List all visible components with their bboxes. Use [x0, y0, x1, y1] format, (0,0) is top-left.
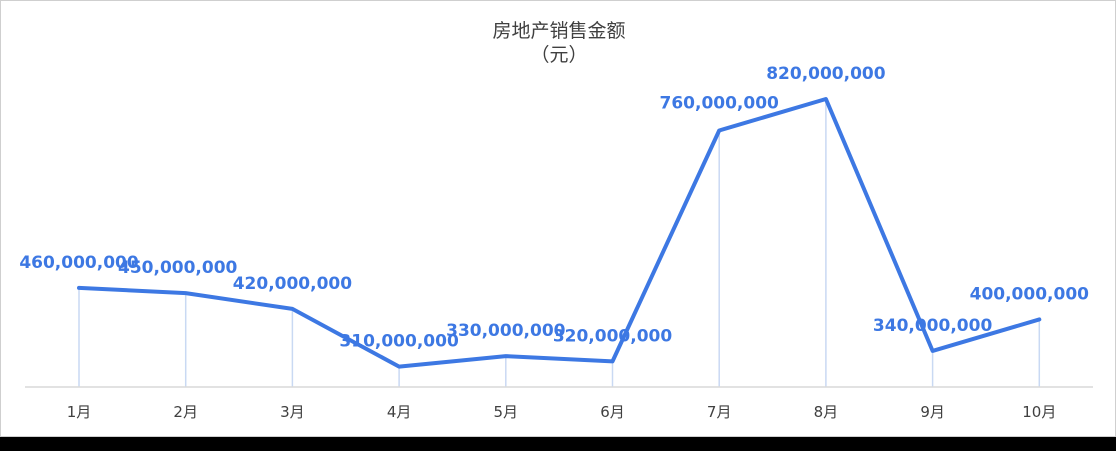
series-line — [77, 97, 1042, 369]
x-tick-label: 8月 — [814, 403, 839, 421]
x-tick-label: 5月 — [494, 403, 519, 421]
data-label: 310,000,000 — [339, 332, 459, 352]
x-tick-label: 4月 — [387, 403, 412, 421]
drop-lines — [78, 98, 1041, 387]
x-tick-label: 7月 — [707, 403, 732, 421]
data-label: 330,000,000 — [446, 321, 566, 341]
data-label: 460,000,000 — [19, 253, 139, 273]
x-tick-label: 9月 — [920, 403, 945, 421]
x-tick-label: 6月 — [600, 403, 625, 421]
data-label: 760,000,000 — [660, 93, 780, 113]
x-tick-label: 3月 — [280, 403, 305, 421]
data-label: 450,000,000 — [118, 258, 238, 278]
x-tick-label: 10月 — [1022, 403, 1056, 421]
data-label: 420,000,000 — [233, 274, 353, 294]
x-tick-label: 1月 — [67, 403, 92, 421]
data-label: 400,000,000 — [970, 284, 1090, 304]
chart-subtitle: （元） — [530, 44, 587, 66]
chart-title: 房地产销售金额 — [492, 20, 625, 42]
data-label: 820,000,000 — [766, 64, 886, 84]
data-label: 340,000,000 — [873, 316, 993, 336]
data-label: 320,000,000 — [553, 326, 673, 346]
x-tick-labels: 1月 2月 3月 4月 5月 6月 7月 8月 9月 10月 — [67, 403, 1057, 421]
x-tick-label: 2月 — [173, 403, 198, 421]
chart-card: 房地产销售金额 （元） 1月 2月 3月 4月 5月 6月 7月 8月 9月 10月 460,00… — [0, 0, 1116, 437]
line-chart: 房地产销售金额 （元） 1月 2月 3月 4月 5月 6月 7月 8月 9月 10月 460,00… — [19, 20, 1093, 421]
